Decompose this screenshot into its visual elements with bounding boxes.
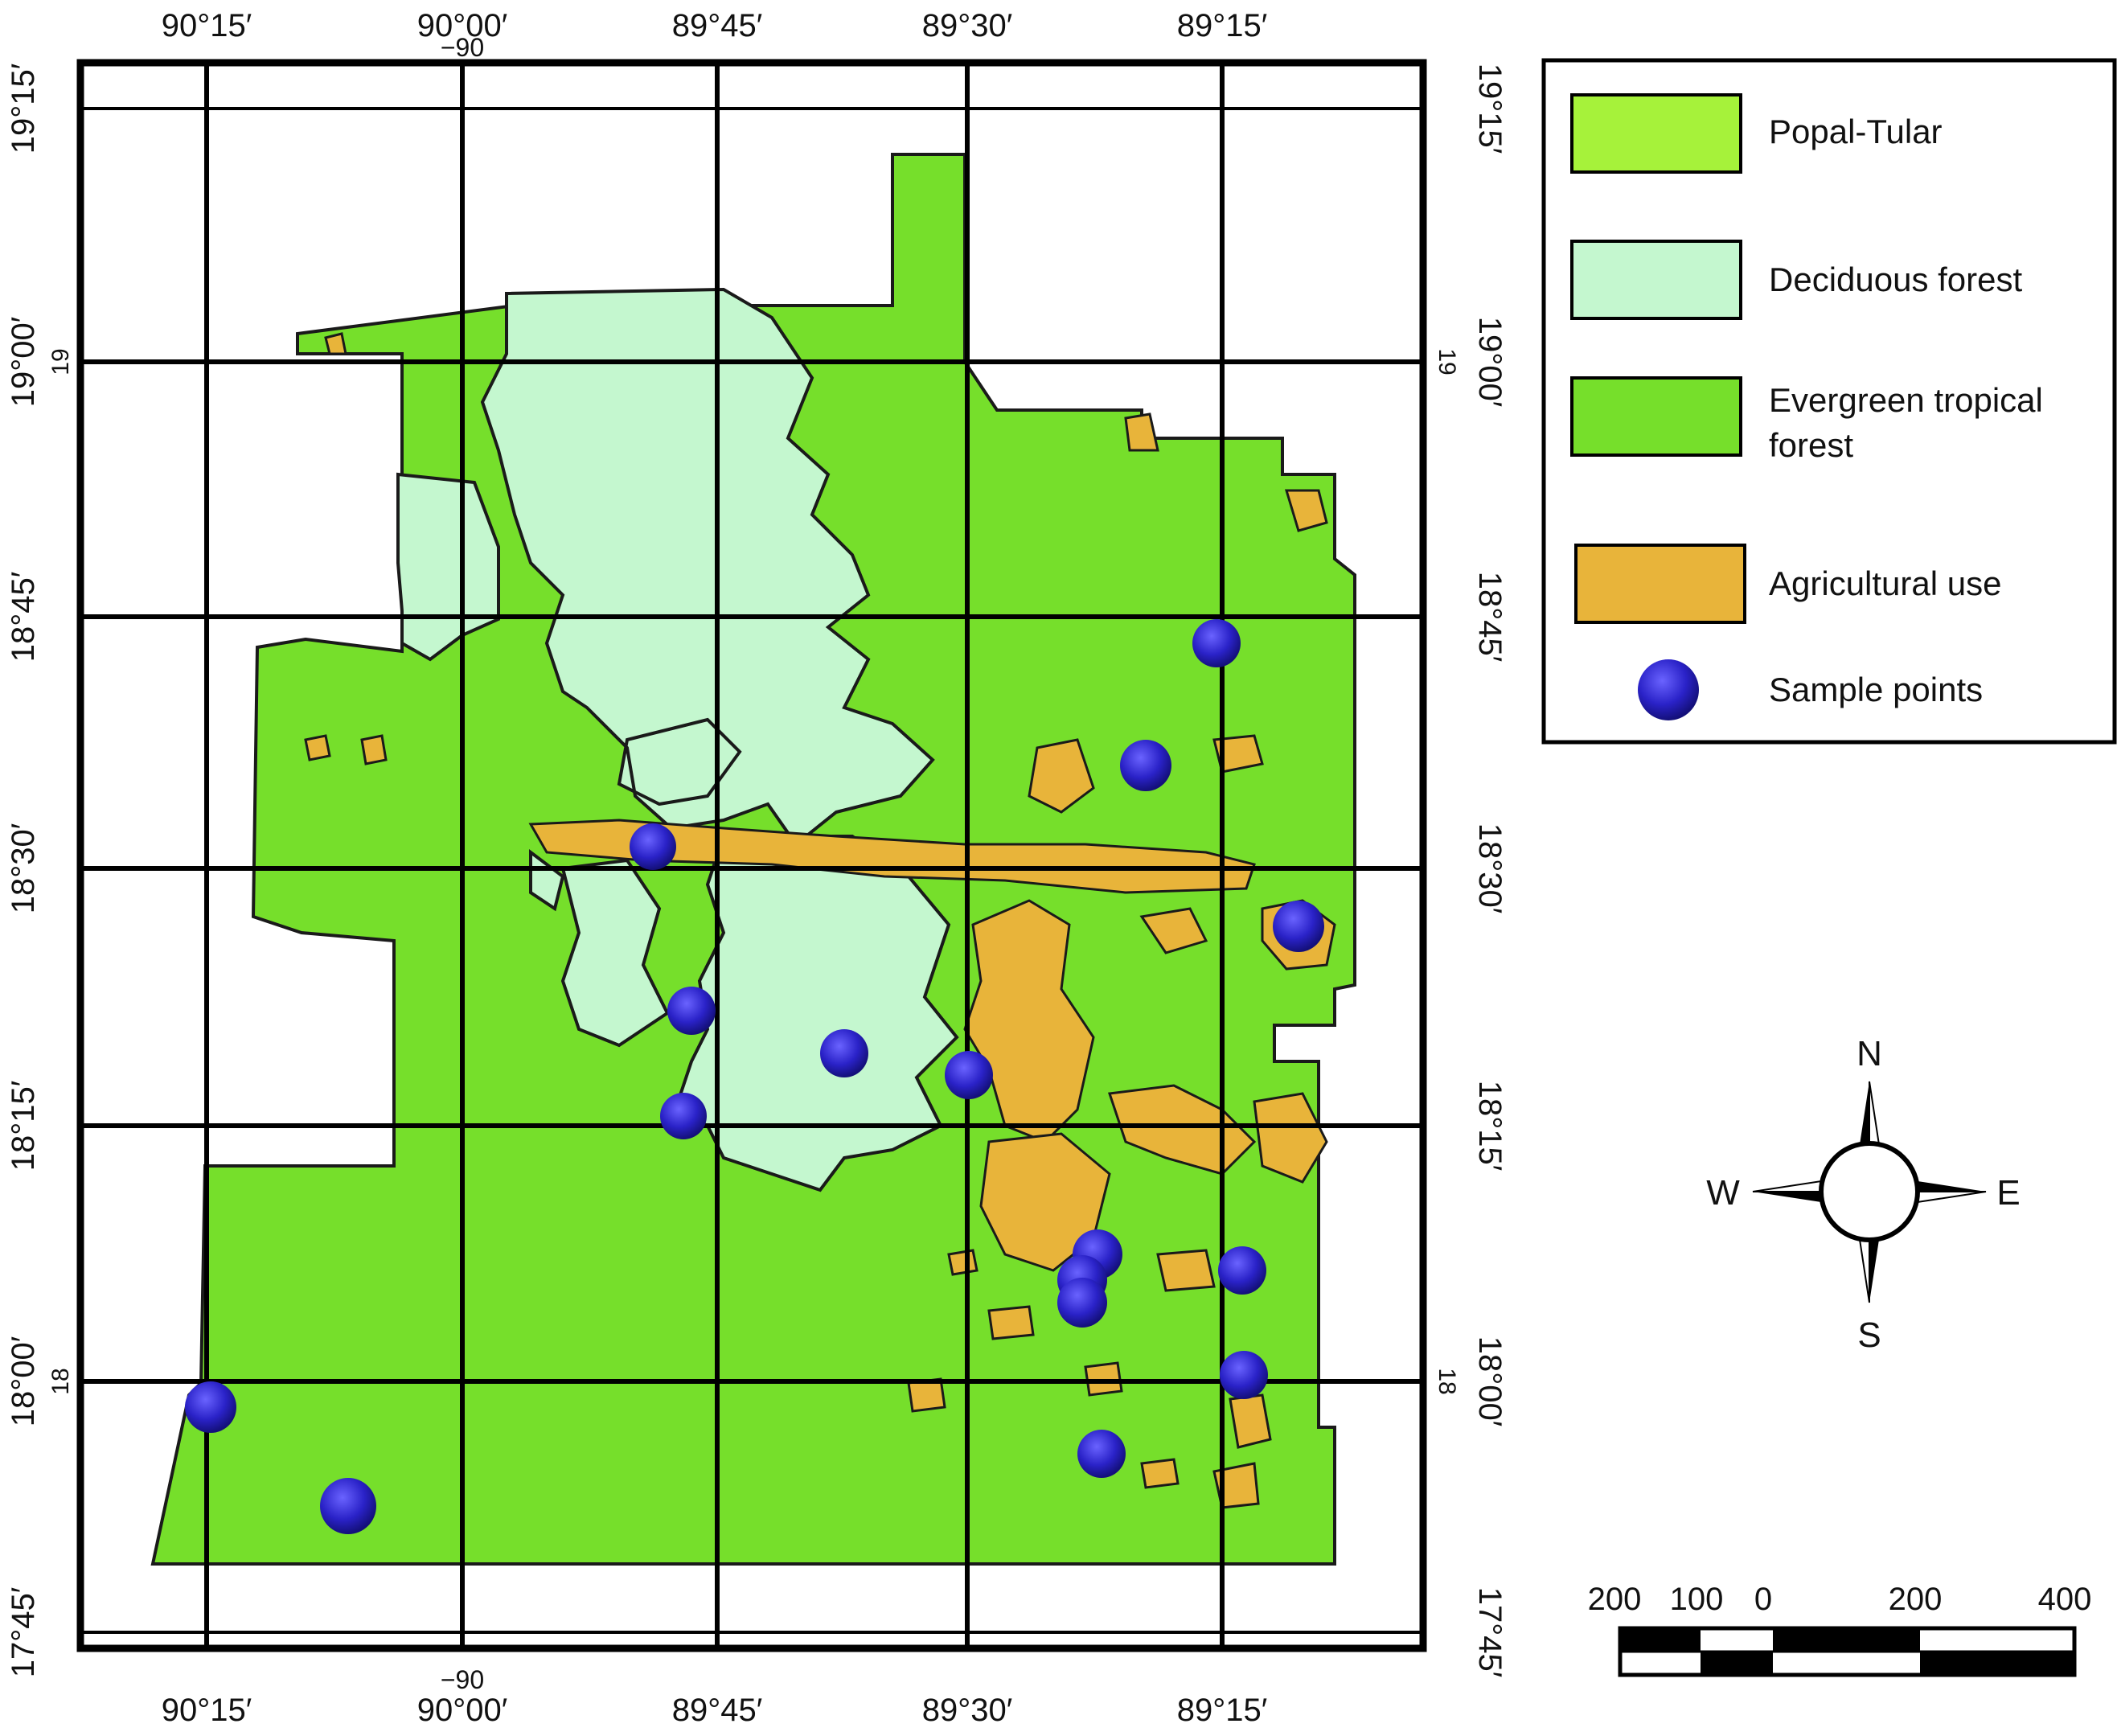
lat-label-right: 17°45′ — [1472, 1587, 1508, 1677]
lon-labels-bottom: −90 90°15′ 90°00′ 89°45′ 89°30′ 89°15′ — [162, 1665, 1267, 1728]
lat-labels-right: 19°15′ 19°00′ 18°45′ 18°30′ 18°15′ 18°00… — [1434, 64, 1508, 1677]
compass-north-arrow-light — [1869, 1081, 1881, 1151]
scale-seg — [1920, 1652, 2074, 1675]
scale-label: 0 — [1754, 1582, 1772, 1617]
lat-label-right: 18°15′ — [1472, 1081, 1508, 1171]
scale-label: 100 — [1670, 1582, 1724, 1617]
lon-label-bottom: 89°30′ — [922, 1693, 1012, 1728]
compass-center-circle — [1819, 1141, 1920, 1242]
legend-label-popal-tular: Popal-Tular — [1769, 113, 1943, 150]
sample-point — [667, 987, 716, 1035]
agricultural-use-patches — [304, 332, 1336, 1509]
legend-label-agricultural: Agricultural use — [1769, 564, 2001, 602]
legend-swatch-evergreen — [1570, 376, 1742, 457]
lon-labels-top: 90°15′ 90°00′ 89°45′ 89°30′ 89°15′ −90 — [162, 8, 1267, 62]
scale-label: 200 — [1889, 1582, 1943, 1617]
lat-label-right: 18°30′ — [1472, 823, 1508, 913]
lat-label-left: 17°45′ — [6, 1587, 41, 1677]
legend-label-evergreen-line2: forest — [1769, 426, 1853, 464]
legend-label-deciduous: Deciduous forest — [1769, 261, 2022, 298]
scale-seg — [1701, 1652, 1773, 1675]
sample-point — [660, 1093, 707, 1139]
lon-label-top: 90°15′ — [162, 8, 252, 43]
lat-short-right: 18 — [1434, 1368, 1460, 1394]
sample-point — [1273, 901, 1324, 952]
scale-bar: 200 100 0 200 400 — [1588, 1582, 2092, 1677]
lon-short-bottom: −90 — [441, 1665, 484, 1694]
sample-point — [630, 823, 676, 870]
lon-label-top: 89°45′ — [672, 8, 762, 43]
sample-point — [320, 1478, 376, 1534]
lat-label-right: 18°45′ — [1472, 572, 1508, 662]
lat-label-right: 19°15′ — [1472, 64, 1508, 154]
legend: Popal-Tular Deciduous forest Evergreen t… — [1541, 58, 2117, 745]
compass-rose: N S E W — [1706, 1034, 2020, 1355]
sample-point — [1120, 740, 1171, 791]
lon-label-bottom: 89°15′ — [1177, 1693, 1267, 1728]
lat-label-left: 18°45′ — [6, 572, 41, 662]
sample-point — [945, 1051, 993, 1099]
compass-w-label: W — [1706, 1173, 1740, 1213]
compass-n-label: N — [1856, 1034, 1882, 1073]
lon-label-top: 89°30′ — [922, 8, 1012, 43]
compass-e-label: E — [1996, 1173, 2020, 1213]
sample-point — [1077, 1430, 1126, 1478]
lat-label-left: 18°15′ — [6, 1081, 41, 1171]
lat-label-right: 18°00′ — [1472, 1336, 1508, 1426]
scale-seg — [1620, 1628, 1701, 1652]
lon-label-top: 89°15′ — [1177, 8, 1267, 43]
sample-points — [185, 619, 1324, 1534]
legend-label-evergreen-line1: Evergreen tropical — [1769, 381, 2043, 419]
compass-east-arrow-light — [1917, 1191, 1987, 1204]
deciduous-forest-region — [396, 287, 959, 1192]
sample-point — [1192, 619, 1241, 667]
lat-short-left: 19 — [47, 348, 74, 375]
lat-label-right: 19°00′ — [1472, 317, 1508, 407]
sample-point — [1220, 1351, 1268, 1399]
compass-south-arrow-light — [1857, 1233, 1870, 1303]
lat-label-left: 19°00′ — [6, 317, 41, 407]
lat-short-right: 19 — [1434, 348, 1460, 375]
scale-seg — [1773, 1628, 1920, 1652]
scale-label: 200 — [1588, 1582, 1642, 1617]
lon-label-bottom: 90°00′ — [417, 1693, 507, 1728]
lat-label-left: 18°30′ — [6, 823, 41, 913]
sample-point — [820, 1029, 868, 1077]
lon-label-top: 90°00′ — [417, 8, 507, 43]
lon-label-bottom: 89°45′ — [672, 1693, 762, 1728]
scale-label: 400 — [2038, 1582, 2092, 1617]
lon-short-top: −90 — [441, 33, 484, 62]
legend-swatch-deciduous — [1570, 240, 1742, 320]
lat-label-left: 18°00′ — [6, 1336, 41, 1426]
legend-swatch-agricultural — [1574, 544, 1746, 624]
sample-point — [1218, 1246, 1266, 1295]
legend-swatch-popal-tular — [1570, 93, 1742, 174]
compass-west-arrow-light — [1752, 1180, 1822, 1192]
lat-short-left: 18 — [47, 1368, 74, 1394]
lon-label-bottom: 90°15′ — [162, 1693, 252, 1728]
legend-label-sample-points: Sample points — [1769, 671, 1983, 708]
sample-point — [1057, 1278, 1107, 1328]
lat-label-left: 19°15′ — [6, 64, 41, 154]
sample-point — [185, 1381, 236, 1433]
lat-labels-left: 19°15′ 19°00′ 18°45′ 18°30′ 18°15′ 18°00… — [6, 64, 74, 1677]
compass-s-label: S — [1857, 1315, 1881, 1355]
legend-sample-point-icon — [1638, 659, 1699, 720]
